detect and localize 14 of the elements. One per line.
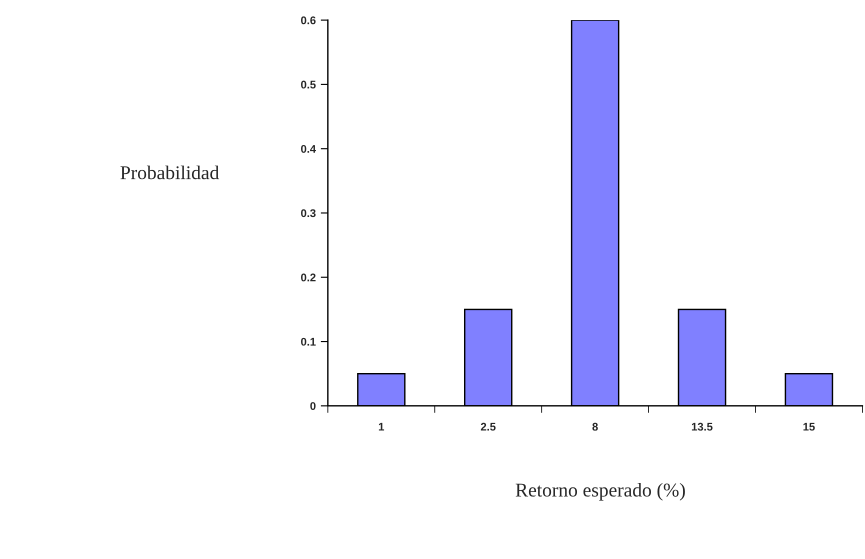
x-tick-label: 15 <box>803 422 815 431</box>
x-axis-title: Retorno esperado (%) <box>516 482 685 501</box>
y-tick-label: 0.1 <box>301 338 316 346</box>
x-tick-label: 8 <box>592 422 598 431</box>
y-tick-label: 0.3 <box>301 209 316 218</box>
y-tick-label: 0.4 <box>301 144 316 153</box>
x-tick-label: 2.5 <box>480 422 496 431</box>
y-tick-label: 0.5 <box>301 80 316 89</box>
x-tick-label: 1 <box>378 422 384 431</box>
x-tick-label: 13.5 <box>692 422 713 431</box>
y-tick-label: 0.2 <box>301 274 316 282</box>
y-axis-title: Probabilidad <box>120 166 220 180</box>
y-tick-label: 0.6 <box>301 16 316 24</box>
y-tick-label: 0 <box>310 402 316 410</box>
